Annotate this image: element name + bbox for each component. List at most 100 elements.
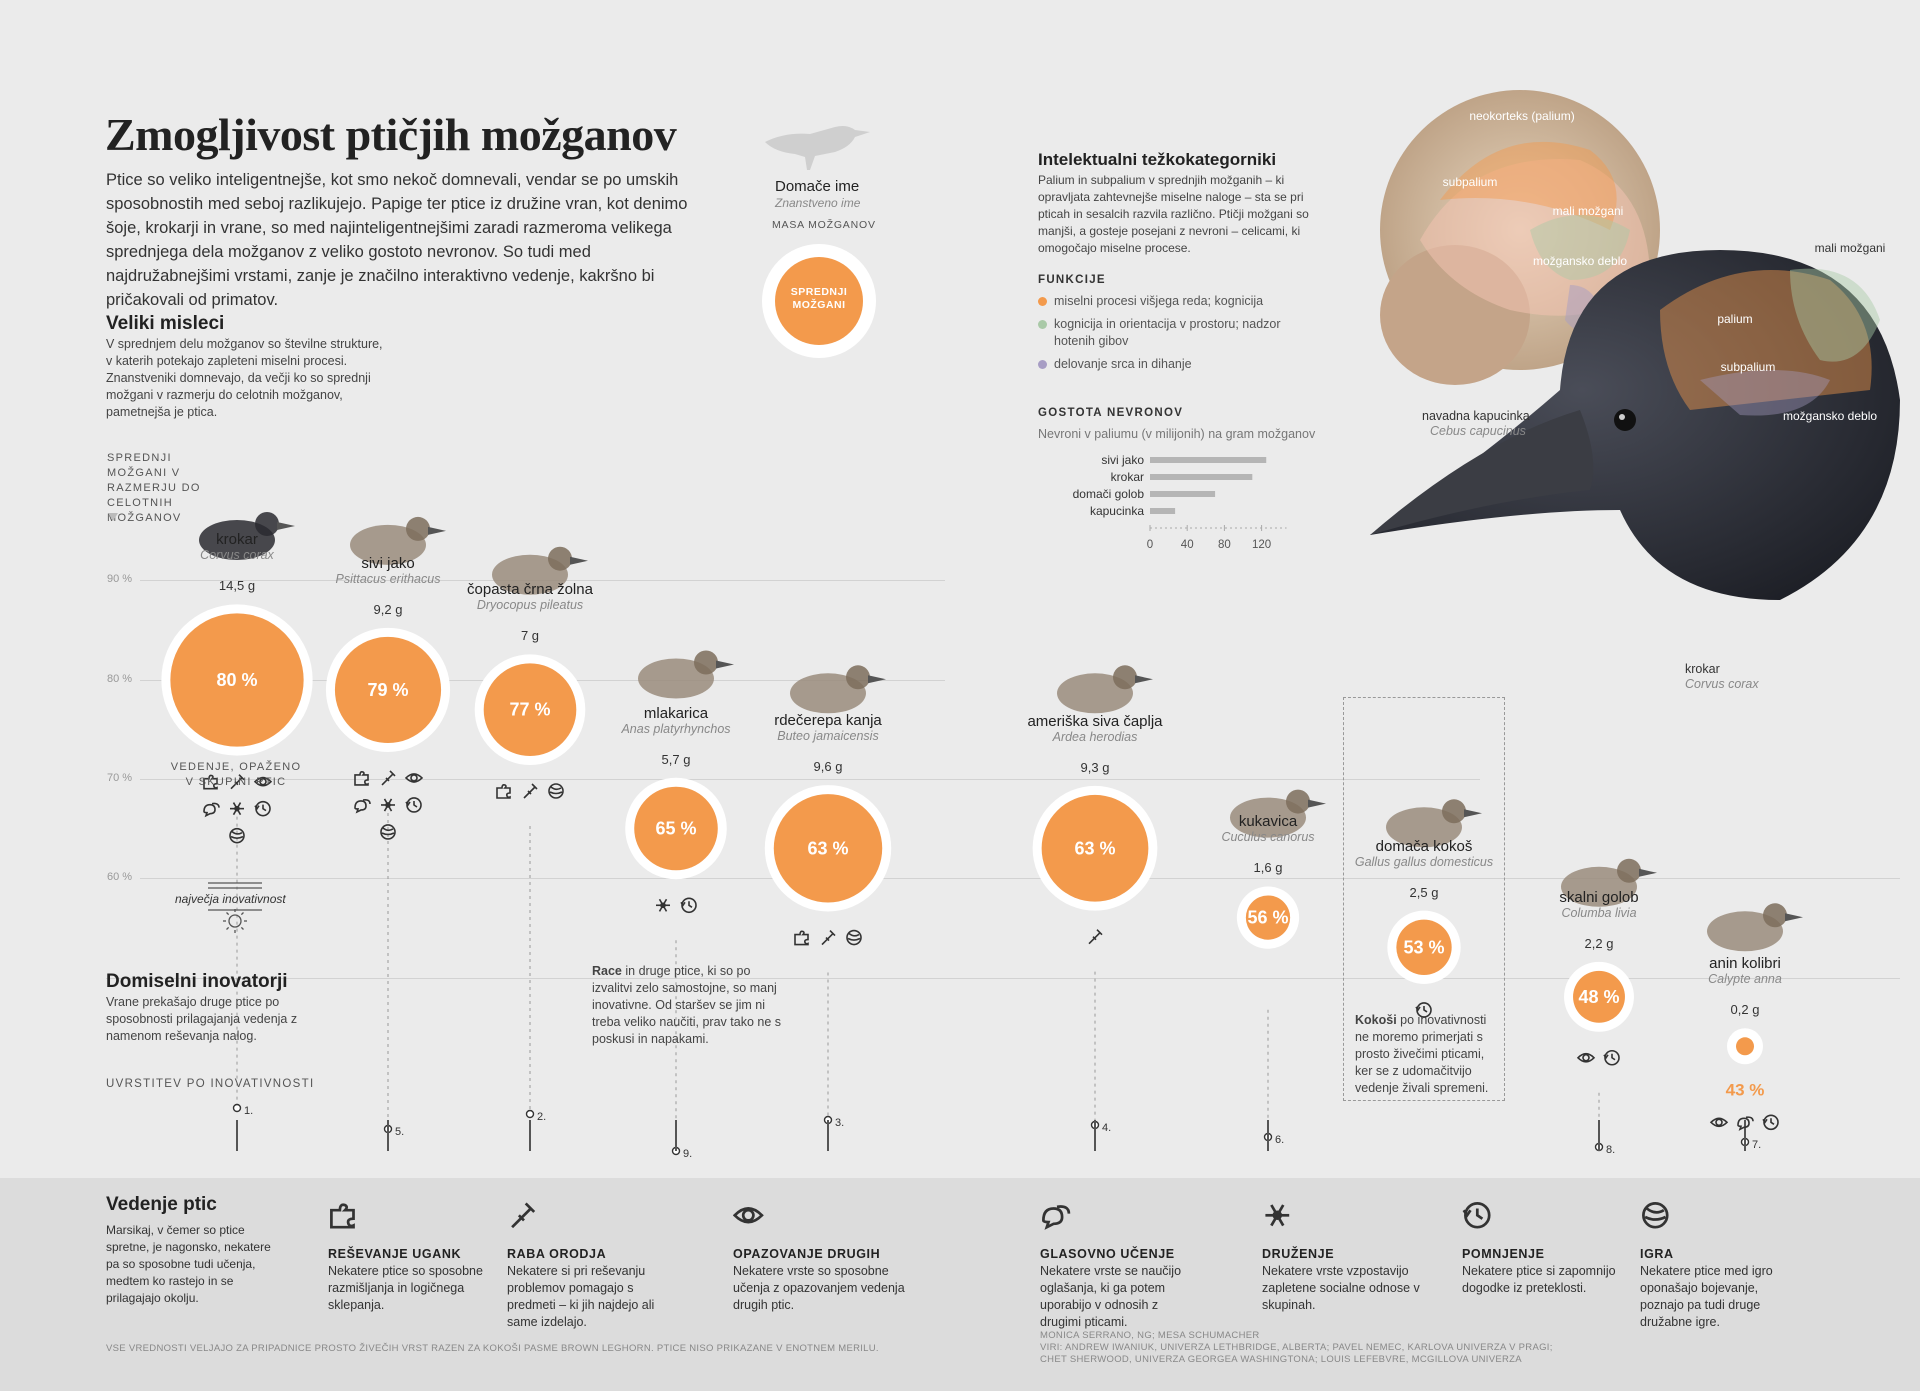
brain-mass: 9,2 g: [373, 601, 403, 617]
puzzle-icon-large: [330, 1203, 355, 1229]
y-tick-90: 90 %: [107, 573, 133, 585]
forebrain-circle: [334, 636, 442, 743]
behaviour-item: DRUŽENJE Nekatere vrste vzpostavijo zaple…: [1262, 1200, 1422, 1314]
density-bar: [1150, 508, 1176, 514]
page-title: Zmogljivost ptičjih možganov: [105, 109, 677, 160]
function-dot-1: [1038, 297, 1047, 307]
eye-icon: [404, 773, 424, 783]
grid-line-50: [106, 978, 1900, 979]
bird-name: krokar: [216, 531, 258, 549]
density-bar: [1150, 491, 1216, 497]
label-mali-crow: mali možgani: [1815, 241, 1886, 255]
bird-name: ameriška siva čaplja: [1027, 712, 1163, 730]
percent-label: 65 %: [655, 819, 696, 839]
hen-note: Kokoši po inovativnosti ne moremo primer…: [1355, 1012, 1495, 1097]
forebrain-circle: [1736, 1037, 1754, 1056]
monkey-latin: Cebus capucinus: [1430, 424, 1526, 438]
behaviour-title-7: IGRA: [1640, 1247, 1674, 1261]
crow-latin: Corvus corax: [1685, 677, 1759, 691]
label-subpalium-crow: subpalium: [1721, 360, 1776, 374]
credits-line-3: CHET SHERWOOD, UNIVERZA GEORGEA WASHINGT…: [1040, 1354, 1522, 1365]
behaviour-title-4: GLASOVNO UČENJE: [1040, 1247, 1175, 1261]
forebrain-circle: [483, 663, 577, 757]
forebrain-circle-ring: [625, 777, 727, 880]
eye-icon: [1709, 1117, 1729, 1128]
behaviour-item: IGRA Nekatere ptice med igro oponašajo bo…: [1640, 1200, 1800, 1331]
monkey-head: [1380, 90, 1660, 385]
eye-icon-large: [732, 1207, 764, 1224]
density-category: sivi jako: [1101, 453, 1144, 467]
function-dot-3: [1038, 360, 1047, 370]
behaviour-text-6: Nekatere ptice si zapomnijo dogodke iz p…: [1462, 1264, 1616, 1295]
bird-latin: Buteo jamaicensis: [777, 729, 879, 744]
behaviour-text-7: Nekatere ptice med igro oponašajo bojeva…: [1640, 1264, 1773, 1329]
hen-note-box: [1343, 697, 1505, 1101]
social-icon: [381, 798, 395, 812]
key-mass-label: MASA MOŽGANOV: [772, 219, 876, 231]
key-common-name: Domače ime: [775, 178, 860, 195]
behaviour-item: POMNJENJE Nekatere ptice si zapomnijo dog…: [1462, 1200, 1622, 1297]
bird-latin: Anas platyrhynchos: [621, 721, 731, 736]
functions-legend: miselni procesi višjega reda; kognicija …: [1038, 293, 1313, 373]
forebrain-circle-ring: [325, 627, 451, 752]
social-icon: [230, 802, 244, 816]
monkey-name: navadna kapucinka: [1422, 409, 1530, 423]
behaviour-text-2: Nekatere si pri reševanju problemov poma…: [507, 1264, 655, 1329]
speech-icon-large: [1042, 1205, 1071, 1230]
bird-name: domača kokoš: [1375, 837, 1473, 855]
rank-label: 3.: [835, 1117, 844, 1129]
memory-icon: [405, 797, 422, 813]
percent-label: 56 %: [1247, 908, 1288, 928]
bird-latin: Ardea herodias: [1052, 729, 1138, 744]
grid-line-60: [140, 878, 1900, 879]
rank-label: 9.: [683, 1148, 692, 1160]
density-chart: sivi jako krokar domači golob kapucinka 0 40 8…: [1073, 453, 1287, 551]
behaviour-title-3: OPAZOVANJE DRUGIH: [733, 1247, 881, 1261]
density-bar: [1150, 474, 1253, 480]
behaviour-title-1: REŠEVANJE UGANK: [328, 1247, 462, 1261]
rank-marker: [1740, 1137, 1750, 1147]
bird-illustration: [1707, 903, 1803, 952]
bird-label: rdečerepa kanja Buteo jamaicensis 9,6 g: [718, 712, 938, 774]
rank-marker: [823, 1115, 833, 1125]
forebrain-circle: [1245, 895, 1291, 940]
tool-icon-large: [511, 1202, 536, 1229]
grid-line-70: [140, 779, 1480, 780]
function-item-3: delovanje srca in dihanje: [1038, 356, 1313, 373]
behaviour-text-1: Nekatere ptice so sposobne razmišljanja …: [328, 1264, 483, 1312]
behaviour-band: [0, 1178, 1920, 1391]
puzzle-icon: [330, 1203, 355, 1229]
credits-line-1: MONICA SERRANO, NG; MESA SCHUMACHER: [1040, 1330, 1260, 1341]
forebrain-circle: [634, 786, 718, 871]
play-icon: [1642, 1202, 1669, 1229]
rank-label: 1.: [244, 1105, 253, 1117]
key-circle-label: SPREDNJI MOŽGANI: [790, 286, 848, 311]
behaviour-item: GLASOVNO UČENJE Nekatere vrste se naučijo…: [1040, 1200, 1200, 1331]
rank-label: 5.: [395, 1126, 404, 1138]
brain-mass: 7 g: [520, 628, 540, 644]
bird-label: sivi jako Psittacus erithacus 9,2 g: [278, 555, 498, 617]
bird-illustration: [1057, 665, 1153, 714]
play-icon: [380, 824, 396, 840]
behaviour-item: OPAZOVANJE DRUGIH Nekatere vrste so sposo…: [732, 1200, 908, 1314]
brain-mass: 14,5 g: [218, 578, 256, 594]
bird-label: mlakarica Anas platyrhynchos 5,7 g: [566, 705, 786, 767]
tool-icon: [381, 770, 396, 786]
rank-label: 4.: [1102, 1122, 1111, 1134]
play-icon: [229, 827, 245, 844]
density-bar: [1150, 457, 1267, 463]
tool-icon: [511, 1202, 536, 1229]
density-tick-label: 80: [1218, 539, 1231, 551]
bird-name: kukavica: [1238, 813, 1298, 831]
tool-icon: [821, 929, 836, 946]
bird-latin: Gallus gallus domesticus: [1354, 854, 1494, 869]
function-item-1: miselni procesi višjega reda; kognicija: [1038, 293, 1313, 310]
rank-marker: [525, 1109, 535, 1119]
y-tick-60: 60 %: [107, 871, 133, 883]
behaviour-title: Vedenje ptic: [106, 1194, 217, 1215]
label-deblo-monkey: možgansko deblo: [1533, 254, 1627, 268]
memory-icon: [254, 800, 271, 817]
bird-label: domača kokoš Gallus gallus domesticus 2,5 …: [1314, 838, 1534, 900]
y-axis-arrow-icon: [108, 513, 118, 521]
bird-label: krokar Corvus corax 14,5 g: [127, 531, 347, 593]
